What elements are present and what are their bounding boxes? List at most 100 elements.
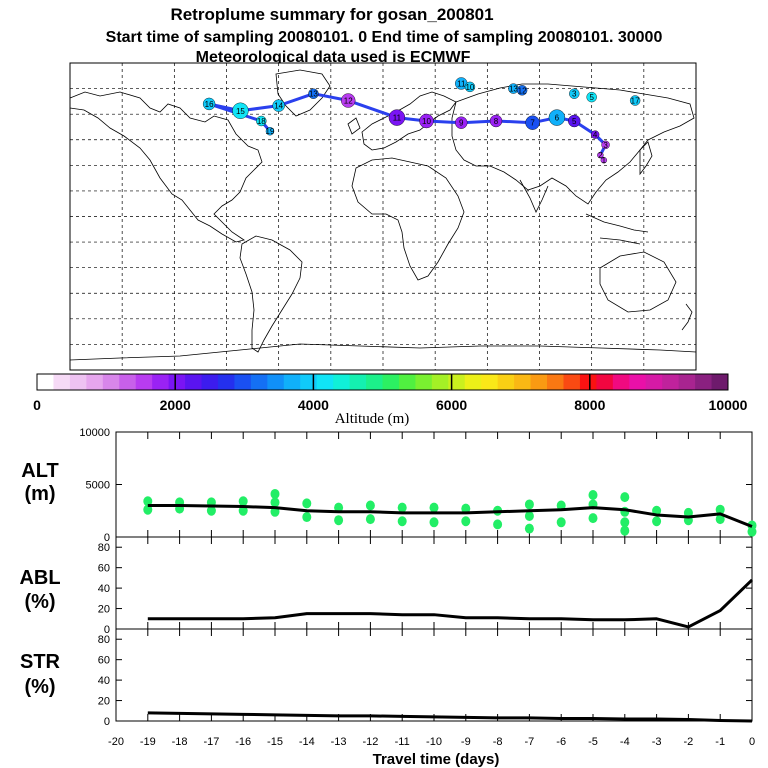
plume-marker-label: 16 [205,100,214,109]
colorbar-cell [695,374,713,390]
plume-marker-dot [308,88,319,99]
altitude-cluster-point [334,515,344,526]
colorbar-cell [514,374,532,390]
colorbar-tick-label: 0 [33,397,41,413]
altitude-cluster-point [238,496,248,507]
altitude-cluster-point [302,512,312,523]
plume-marker-label: 5 [572,117,577,126]
plume-marker-label: 3 [603,141,608,150]
plume-marker-label: 7 [530,119,535,128]
plume-marker-dot [388,109,406,126]
altitude-cluster-point [206,505,216,516]
x-tick-label: -6 [556,736,566,748]
plume-marker: 3 [601,140,610,150]
plume-marker-dot [256,115,267,127]
altitude-cluster-point [620,517,630,528]
plume-marker-dot [341,93,356,108]
plume-marker-dot [590,130,600,139]
sampling-times: Start time of sampling 20080101. 0 End t… [106,29,663,46]
plume-marker-label: 9 [459,119,464,128]
colorbar-cell [497,374,515,390]
plume-marker-label: 13 [509,85,518,94]
plume-marker: 17 [629,95,641,106]
colorbar-cell [398,374,416,390]
altitude-cluster-point [620,492,630,503]
x-tick-label: -15 [267,736,283,748]
colorbar-cell [530,374,548,390]
x-tick-label: -17 [203,736,219,748]
colorbar-cell [547,374,564,390]
colorbar-cell [431,374,449,390]
altitude-cluster-point [715,504,725,515]
y-tick-label: 0 [104,532,110,544]
colorbar-cell [464,374,482,390]
altitude-cluster-point [524,499,534,510]
colorbar-cell [152,374,170,390]
altitude-cluster-point [365,514,375,525]
colorbar-cell [217,374,235,390]
plume-marker-label: 6 [555,114,560,123]
x-tick-label: -10 [426,736,442,748]
altitude-cluster-point [302,498,312,509]
met-data-note: Meteorological data used is ECMWF [196,49,471,66]
altitude-cluster-point [556,517,566,528]
x-tick-label: -14 [299,736,315,748]
alt-panel-name: ALT [21,460,58,482]
plume-marker-dot [489,114,503,128]
y-tick-label: 5000 [86,480,110,492]
plume-marker-dot [600,157,608,164]
plume-marker: 14 [272,99,285,112]
y-tick-label: 20 [98,604,110,616]
colorbar-tick-label: 4000 [298,397,329,413]
colorbar-cell [37,374,54,390]
panel-frame [115,628,753,722]
plume-marker-label: 2 [598,151,603,160]
colorbar-cell [234,374,252,390]
plume-marker: 6 [548,109,566,126]
colorbar-cell [53,374,71,390]
series-line [147,578,754,629]
plume-marker-label: 11 [457,79,466,88]
plume-marker: 8 [489,114,503,128]
altitude-cluster-point [461,516,471,527]
plume-marker-dot [597,151,604,159]
plume-marker-label: 10 [422,117,431,126]
plume-marker-label: 11 [393,114,402,123]
plume-marker-label: 3 [572,90,577,99]
plume-marker-dot [586,91,597,103]
plume-marker: 19 [266,127,275,136]
plume-marker-label: 15 [236,107,245,116]
colorbar-ticks: 0 2000 4000 6000 8000 10000 [33,374,748,413]
colorbar-tick-label: 6000 [436,397,467,413]
colorbar-cell [596,374,614,390]
colorbar-cell [69,374,87,390]
plume-marker-label: 12 [344,97,353,106]
plume-marker: 12 [341,93,356,108]
plume-marker-dot [569,88,580,99]
plume-marker: 3 [569,88,580,99]
x-tick-label: -7 [525,736,535,748]
plume-marker-dot [272,99,285,112]
y-tick-label: 40 [98,675,110,687]
colorbar-cell [333,374,351,390]
plume-marker: 7 [525,115,540,130]
colorbar-frame [36,373,729,391]
colorbar-cell [119,374,137,390]
plume-marker: 2 [597,151,604,160]
plume-marker-dot [568,114,581,128]
plume-marker-label: 10 [465,83,474,92]
plume-marker: 10 [419,113,434,129]
colorbar-cell [349,374,367,390]
x-tick-label: -1 [715,736,725,748]
colorbar-cell [481,374,499,390]
x-axis-label: Travel time (days) [373,751,500,768]
colorbar-cell [86,374,104,390]
altitude-cluster-point [397,502,407,513]
altitude-cluster-point [365,500,375,511]
plume-marker-dot [265,127,275,136]
y-tick-label: 10000 [79,427,110,439]
plume-marker-dot [232,102,249,119]
